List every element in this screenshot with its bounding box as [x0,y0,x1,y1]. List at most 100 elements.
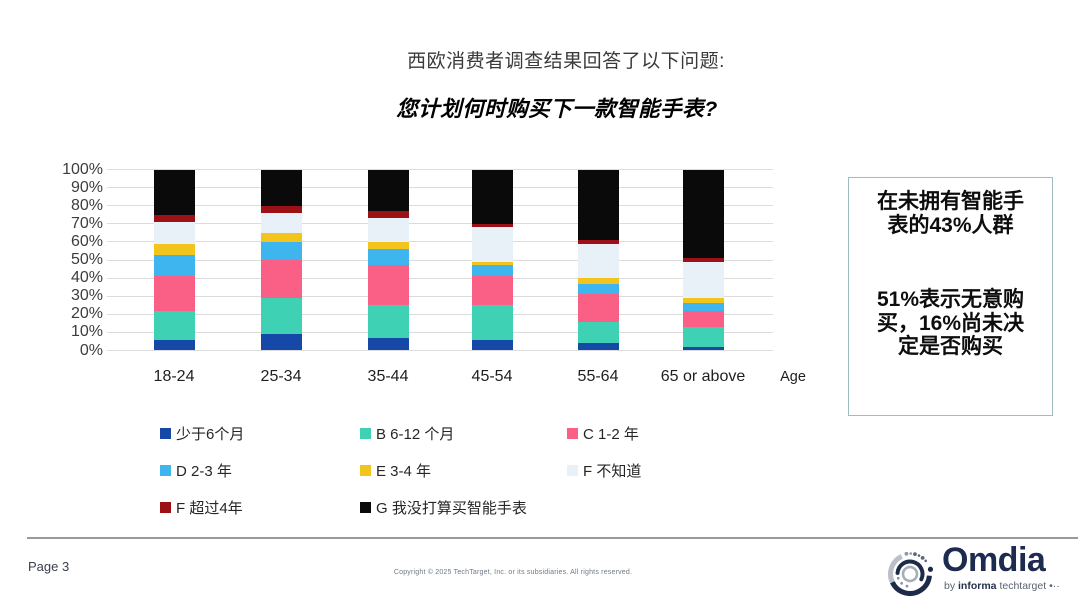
gridline-30 [107,295,773,297]
y-axis-tick-label: 20% [70,305,103,323]
brand-byline: by informa techtarget •·· [944,580,1060,592]
x-axis-category-label: 65 or above [660,368,746,385]
brand-name: Omdia [942,541,1046,579]
legend-item: B 6-12 个月 [360,423,454,444]
bar-segment [153,254,195,277]
x-axis-category-label: 55-64 [577,368,619,385]
bar-segment [153,169,195,215]
bar-segment [577,283,619,295]
bar-segment [577,243,619,279]
bar-segment [153,214,195,222]
bar-segment [367,337,409,351]
legend-item: F 超过4年 [160,497,243,518]
bar-segment [471,276,513,306]
legend-item: F 不知道 [567,460,641,481]
omdia-logo: Omdia by informa techtarget •·· [886,541,1060,599]
bar-segment [577,294,619,322]
bar-segment [260,232,302,242]
y-axis-tick-label: 50% [70,251,103,268]
gridline-80 [107,205,773,207]
x-axis-title: Age [780,369,806,385]
x-axis-category-label: 18-24 [153,368,195,385]
bar-segment [153,221,195,244]
bar-segment [471,227,513,262]
legend-label: E 3-4 年 [376,463,432,480]
bar-segment [153,243,195,255]
bar-segment [471,223,513,228]
gridline-90 [107,187,773,189]
y-axis-tick-label: 70% [70,214,103,232]
gridline-60 [107,241,773,243]
bar-segment [682,298,724,304]
legend-label: D 2-3 年 [176,463,232,480]
bar-segment [682,169,724,259]
legend-label: G 我没打算买智能手表 [376,500,527,517]
page-number: Page 3 [28,559,70,574]
legend-label: C 1-2 年 [583,426,639,443]
legend-item: D 2-3 年 [160,460,232,481]
bar-segment [682,261,724,298]
bar-segment [260,334,302,351]
gridline-20 [107,313,773,315]
bar-segment [260,169,302,206]
callout-box: 在未拥有智能手表的43%人群 51%表示无意购买，16%尚未决定是否购买 [848,177,1053,416]
y-axis-tick-label: 30% [70,287,103,305]
legend-label: F 超过4年 [176,500,243,517]
bar-segment [471,305,513,340]
y-axis-tick-label: 100% [62,160,103,178]
bar-segment [260,241,302,260]
y-axis-tick-label: 90% [70,178,103,196]
bar-segment [471,169,513,224]
footer-divider [27,537,1078,539]
bar-segment [153,339,195,351]
slide-title: 西欧消费者调查结果回答了以下问题: [407,51,725,72]
bar-segment [682,310,724,327]
bar-segment [577,278,619,284]
bar-segment [577,321,619,344]
bar-segment [367,169,409,212]
legend-swatch [567,428,578,439]
bar-segment [260,298,302,335]
y-axis-tick-label: 40% [70,269,103,287]
bar-segment [367,305,409,338]
bar-segment [260,260,302,298]
bar-segment [367,249,409,266]
legend-swatch [360,502,371,513]
gridline-10 [107,331,773,333]
bar-segment [682,346,724,351]
bar-segment [577,343,619,351]
legend-swatch [567,465,578,476]
gridline-100 [107,169,773,170]
bar-segment [367,218,409,242]
legend-item: 少于6个月 [160,423,244,444]
callout-paragraph-1: 在未拥有智能手表的43%人群 [877,190,1024,237]
bar-segment [471,265,513,277]
legend-label: F 不知道 [583,463,642,480]
x-axis-category-label: 25-34 [260,368,302,385]
legend-swatch [160,502,171,513]
bar-segment [682,258,724,262]
y-axis-tick-label: 0% [79,341,103,359]
gridline-50 [107,259,773,261]
gridline-70 [107,223,773,225]
legend-item: G 我没打算买智能手表 [360,497,527,518]
bar-segment [471,339,513,351]
bar-segment [682,326,724,347]
callout-paragraph-2: 51%表示无意购买，16%尚未决定是否购买 [876,288,1025,358]
gridline-0 [107,350,773,351]
bar-segment [153,310,195,340]
bar-segment [260,212,302,233]
bar-segment [682,303,724,311]
omdia-logo-icon [888,551,934,596]
bar-segment [260,205,302,213]
y-axis-tick-label: 10% [70,323,103,341]
copyright-text: Copyright © 2025 TechTarget, Inc. or its… [393,569,633,576]
x-axis-category-label: 45-54 [471,368,513,385]
bar-segment [367,211,409,219]
bar-segment [577,169,619,241]
bar-segment [367,241,409,250]
legend-swatch [360,428,371,439]
legend-item: C 1-2 年 [567,423,639,444]
legend-item: E 3-4 年 [360,460,431,481]
